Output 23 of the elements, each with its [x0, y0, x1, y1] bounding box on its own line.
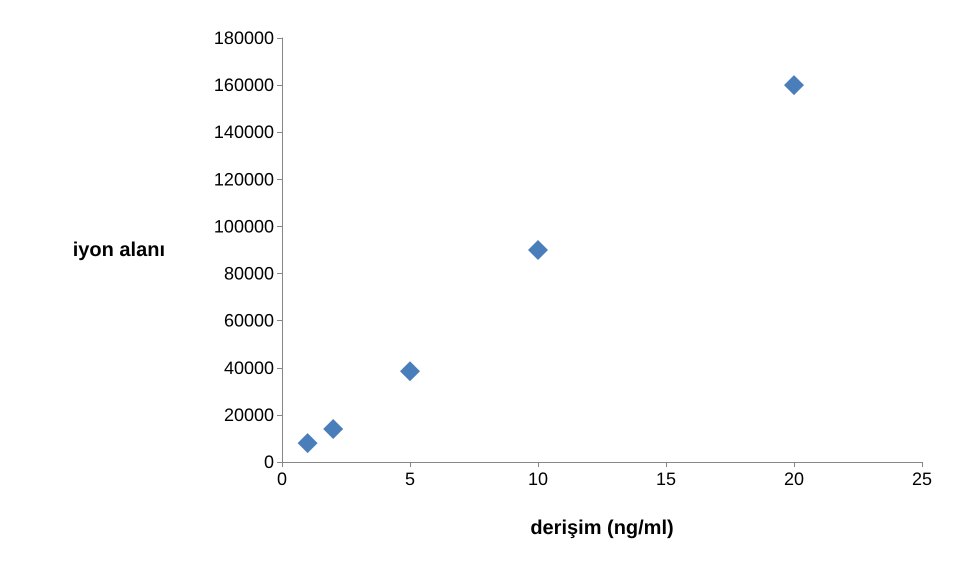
point — [298, 433, 318, 454]
y-tick-label: 20000 — [224, 404, 274, 425]
point — [528, 240, 548, 260]
y-tick-label: 120000 — [214, 169, 274, 190]
y-tick-label: 180000 — [214, 28, 274, 48]
y-axis-title: iyon alanı — [72, 239, 165, 261]
point — [400, 361, 420, 382]
y-tick-label: 160000 — [214, 75, 274, 96]
y-tick-label: 60000 — [224, 310, 274, 331]
x-tick-label: 5 — [404, 469, 416, 489]
x-tick-label: 20 — [784, 469, 804, 489]
y-tick-label: 140000 — [214, 122, 274, 142]
point — [784, 75, 804, 96]
x-tick-label: 25 — [912, 469, 932, 489]
point — [323, 419, 344, 440]
x-axis-title: derişim (ng/ml) — [530, 517, 674, 539]
y-tick-label: 0 — [264, 452, 274, 472]
y-tick-label: 80000 — [224, 264, 274, 284]
y-tick-label: 40000 — [224, 358, 274, 378]
y-tick-label: 100000 — [214, 216, 274, 236]
x-tick-label: 0 — [276, 469, 288, 489]
x-tick-label: 15 — [656, 469, 676, 489]
x-tick-label: 10 — [528, 469, 548, 489]
